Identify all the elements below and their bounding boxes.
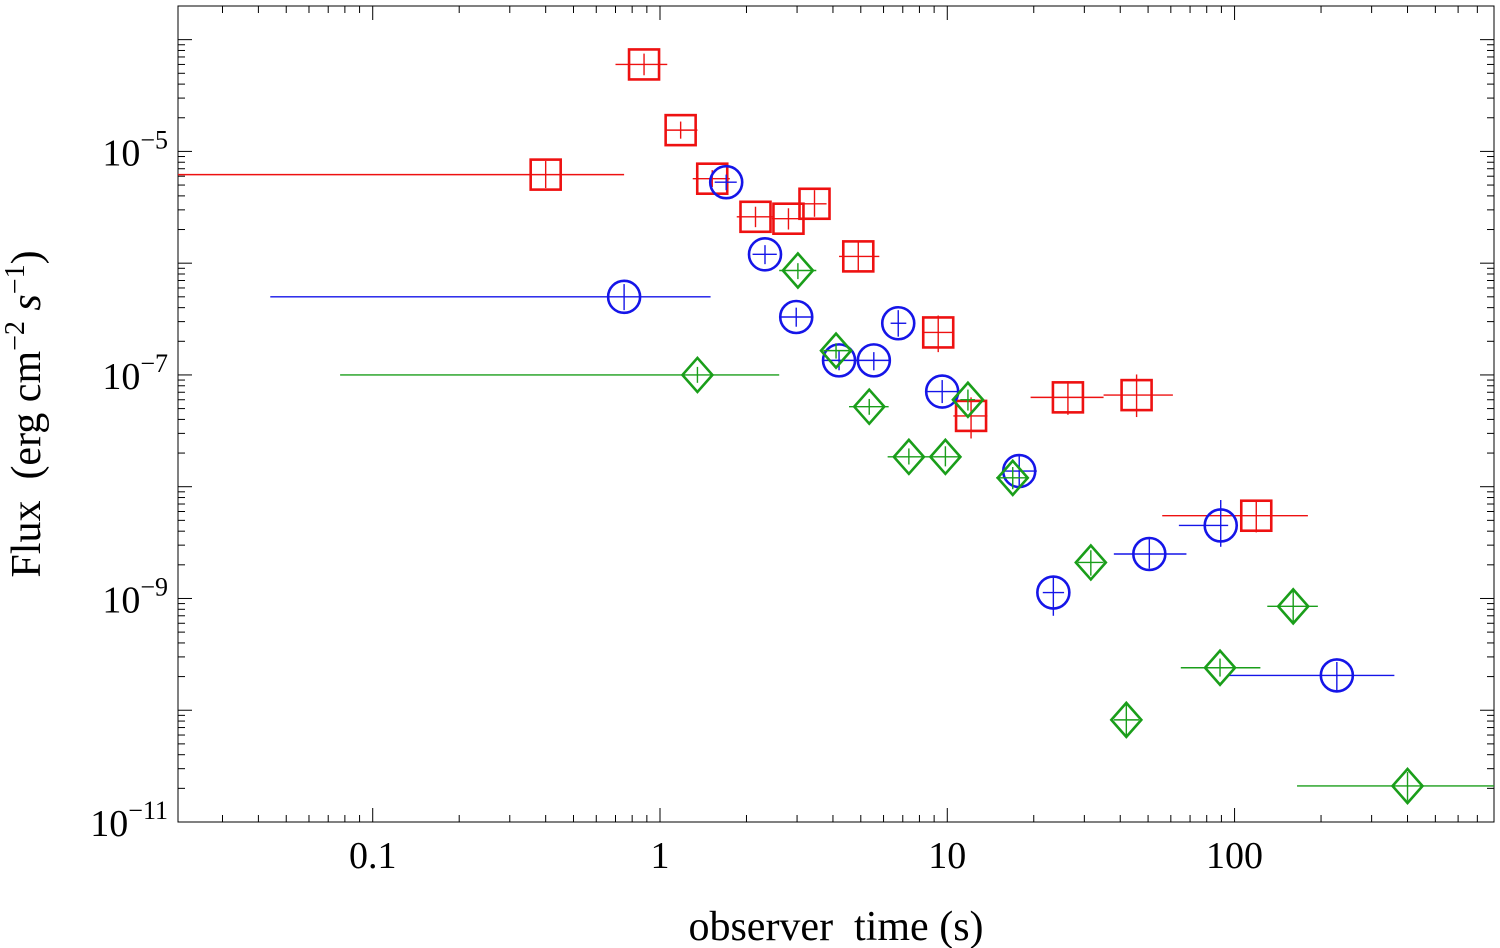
- y-tick-exponent: −9: [140, 572, 168, 601]
- circle-marker: [708, 164, 744, 200]
- square-marker: [1051, 381, 1085, 414]
- square-marker: [739, 200, 772, 234]
- diamond-marker: [680, 355, 715, 394]
- y-tick-exponent: −7: [140, 349, 168, 378]
- y-tick-base: 10: [102, 579, 140, 621]
- circle-marker: [856, 343, 892, 378]
- square-marker: [841, 240, 875, 273]
- diamond-marker: [1276, 587, 1310, 626]
- square-marker: [798, 187, 831, 221]
- data-marks: [178, 48, 1494, 805]
- circle-marker: [1132, 536, 1167, 572]
- square-marker: [1239, 499, 1273, 533]
- plot-frame: [177, 5, 1495, 823]
- y-axis-label: Flux (erg cm−2 s−1): [0, 250, 50, 577]
- circle-marker: [1319, 658, 1355, 693]
- y-tick-exponent: −11: [128, 796, 168, 825]
- circle-marker: [606, 279, 642, 315]
- square-marker: [529, 158, 562, 191]
- diamond-marker: [1109, 700, 1144, 739]
- y-tick-label: 10−11: [90, 796, 168, 845]
- x-tick-label: 0.1: [349, 835, 397, 877]
- circle-marker: [1036, 575, 1071, 610]
- y-axis-label-end: ): [4, 250, 50, 264]
- y-tick-label: 10−9: [102, 572, 168, 621]
- circle-marker: [880, 305, 916, 341]
- y-axis-label-exp2: −1: [0, 264, 31, 294]
- diamond-marker: [1203, 648, 1237, 687]
- y-axis-label-main: Flux (erg cm: [4, 351, 50, 578]
- y-tick-label: 10−5: [102, 125, 168, 174]
- x-tick-label: 10: [928, 835, 966, 877]
- diamond-marker: [819, 331, 853, 370]
- square-marker: [1120, 378, 1153, 412]
- diamond-marker: [852, 387, 886, 426]
- diamond-marker: [928, 437, 963, 476]
- circle-marker: [778, 299, 814, 335]
- square-marker: [664, 113, 697, 147]
- x-tick-label: 1: [650, 835, 669, 877]
- y-tick-base: 10: [102, 132, 140, 174]
- y-tick-exponent: −5: [140, 125, 168, 154]
- y-tick-label: 10−7: [102, 349, 168, 398]
- square-marker: [695, 162, 729, 195]
- circle-marker: [1203, 508, 1239, 543]
- series-square: [178, 48, 1308, 533]
- circle-marker: [747, 237, 783, 272]
- circle-marker: [924, 374, 960, 409]
- y-tick-base: 10: [102, 356, 140, 398]
- square-marker: [921, 316, 955, 349]
- square-marker: [627, 48, 661, 81]
- diamond-marker: [1390, 767, 1425, 805]
- diamond-marker: [1074, 543, 1108, 582]
- x-axis-label: observer time (s): [688, 904, 983, 948]
- circle-marker: [821, 343, 857, 378]
- x-tick-label: 100: [1206, 835, 1263, 877]
- series-circle: [270, 164, 1395, 693]
- diamond-marker: [996, 458, 1030, 497]
- y-axis-label-mid: s: [4, 294, 50, 321]
- diamond-marker: [781, 251, 815, 290]
- square-marker: [954, 399, 988, 433]
- y-axis-label-exp1: −2: [0, 321, 31, 351]
- diamond-marker: [951, 380, 985, 419]
- series-diamond: [340, 251, 1494, 805]
- y-tick-base: 10: [90, 803, 128, 845]
- diamond-marker: [892, 437, 926, 476]
